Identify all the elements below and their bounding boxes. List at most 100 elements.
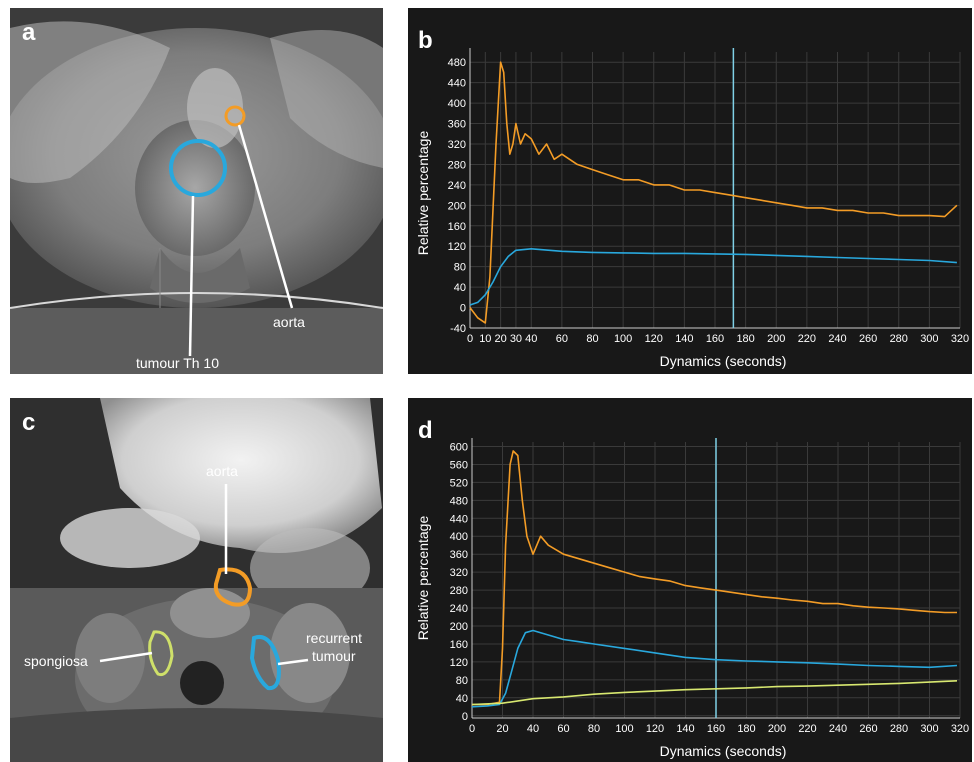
recurrent-tumour-pointer [277, 658, 309, 666]
x-tick-label: 80 [586, 333, 598, 345]
recurrent-tumour-roi [249, 635, 281, 691]
x-tick-label: 320 [951, 333, 969, 345]
x-tick-label: 30 [510, 333, 522, 345]
tumour-label: tumour Th 10 [136, 355, 219, 371]
y-tick-label: 0 [462, 711, 468, 723]
y-tick-label: -40 [450, 323, 466, 335]
y-axis-label: Relative percentage [415, 131, 431, 256]
x-tick-label: 20 [495, 333, 507, 345]
y-tick-label: 280 [448, 159, 466, 171]
x-tick-label: 40 [527, 723, 539, 735]
x-tick-label: 280 [890, 723, 908, 735]
aorta-pointer [237, 124, 294, 309]
y-tick-label: 400 [450, 531, 468, 543]
x-tick-label: 220 [798, 333, 816, 345]
x-tick-label: 0 [469, 723, 475, 735]
x-tick-label: 180 [736, 333, 754, 345]
aorta-label: aorta [206, 463, 238, 479]
x-tick-label: 200 [767, 333, 785, 345]
y-tick-label: 360 [448, 119, 466, 131]
spongiosa-pointer [99, 651, 153, 663]
x-tick-label: 60 [557, 723, 569, 735]
x-tick-label: 240 [829, 723, 847, 735]
aorta-label: aorta [273, 314, 305, 330]
aorta-roi [213, 567, 253, 607]
chart-b: b Dynamics (seconds) Relative percentage… [408, 8, 972, 374]
x-tick-label: 180 [737, 723, 755, 735]
y-tick-label: 120 [450, 657, 468, 669]
x-tick-label: 260 [859, 333, 877, 345]
x-tick-label: 300 [920, 333, 938, 345]
y-tick-label: 320 [450, 567, 468, 579]
chart-d: d Dynamics (seconds) Relative percentage… [408, 398, 972, 762]
x-tick-label: 120 [645, 333, 663, 345]
y-tick-label: 200 [448, 200, 466, 212]
x-tick-label: 0 [467, 333, 473, 345]
mri-panel-a: a tumour Th 10 aorta [10, 8, 383, 374]
panel-label-b: b [418, 27, 433, 54]
y-tick-label: 440 [450, 513, 468, 525]
y-tick-label: 80 [454, 262, 466, 274]
y-tick-label: 40 [454, 282, 466, 294]
x-axis-label: Dynamics (seconds) [660, 743, 787, 759]
x-tick-label: 280 [890, 333, 908, 345]
x-tick-label: 300 [920, 723, 938, 735]
x-tick-label: 140 [676, 723, 694, 735]
y-tick-label: 440 [448, 78, 466, 90]
x-tick-label: 10 [479, 333, 491, 345]
spongiosa-label: spongiosa [24, 653, 88, 669]
mri-panel-c: c aorta spongiosa recurrent tumour [10, 398, 383, 762]
series-line-2 [471, 680, 958, 706]
y-tick-label: 480 [448, 57, 466, 69]
y-tick-label: 80 [456, 675, 468, 687]
panel-label-d: d [418, 417, 433, 444]
y-tick-label: 160 [450, 639, 468, 651]
aorta-roi [224, 105, 246, 127]
x-tick-label: 200 [768, 723, 786, 735]
y-tick-label: 400 [448, 98, 466, 110]
x-tick-label: 80 [588, 723, 600, 735]
x-tick-label: 160 [706, 333, 724, 345]
x-tick-label: 40 [525, 333, 537, 345]
x-tick-label: 20 [496, 723, 508, 735]
panel-label-c: c [22, 409, 35, 436]
y-axis-label: Relative percentage [415, 516, 431, 641]
series-line-0 [469, 61, 958, 324]
x-tick-label: 120 [646, 723, 664, 735]
y-tick-label: 40 [456, 693, 468, 705]
y-tick-label: 240 [450, 603, 468, 615]
y-tick-label: 480 [450, 495, 468, 507]
spongiosa-roi [148, 630, 174, 677]
x-axis-label: Dynamics (seconds) [660, 353, 787, 369]
y-tick-label: 240 [448, 180, 466, 192]
y-tick-label: 120 [448, 241, 466, 253]
x-tick-label: 100 [615, 723, 633, 735]
chart-panel-b: b Dynamics (seconds) Relative percentage… [408, 8, 972, 374]
tumour-pointer [188, 195, 195, 357]
x-tick-label: 60 [556, 333, 568, 345]
x-tick-label: 320 [951, 723, 969, 735]
chart-panel-d: d Dynamics (seconds) Relative percentage… [408, 398, 972, 762]
y-tick-label: 160 [448, 221, 466, 233]
recurrent-label-line1: recurrent [306, 630, 362, 646]
series-line-1 [471, 629, 958, 708]
y-tick-label: 0 [460, 303, 466, 315]
x-tick-label: 100 [614, 333, 632, 345]
x-tick-label: 140 [675, 333, 693, 345]
x-tick-label: 240 [828, 333, 846, 345]
y-tick-label: 320 [448, 139, 466, 151]
series-line-0 [472, 450, 957, 706]
x-tick-label: 220 [798, 723, 816, 735]
y-tick-label: 360 [450, 549, 468, 561]
x-tick-label: 260 [859, 723, 877, 735]
recurrent-label-line2: tumour [312, 648, 356, 664]
y-tick-label: 520 [450, 477, 468, 489]
panel-label-a: a [22, 19, 36, 46]
y-tick-label: 280 [450, 585, 468, 597]
y-tick-label: 200 [450, 621, 468, 633]
y-tick-label: 600 [450, 441, 468, 453]
y-tick-label: 560 [450, 459, 468, 471]
series-line-1 [469, 248, 957, 306]
x-tick-label: 160 [707, 723, 725, 735]
tumour-roi [169, 139, 227, 197]
